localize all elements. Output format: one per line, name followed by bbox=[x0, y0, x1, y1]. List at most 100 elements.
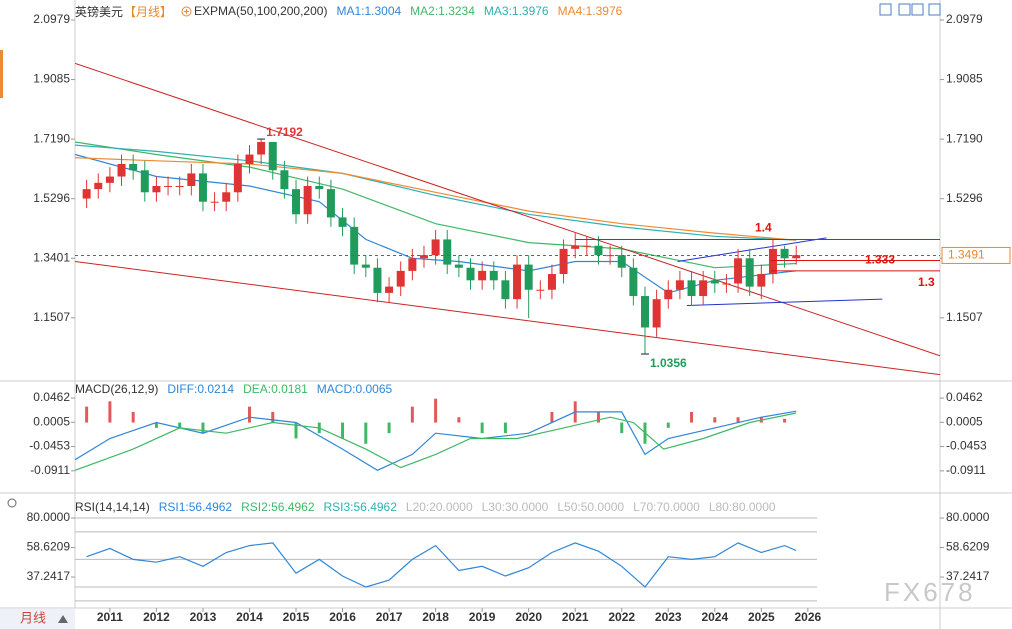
legend-entry: DIFF:0.0214 bbox=[167, 382, 235, 396]
candle-body bbox=[780, 248, 789, 259]
candle-body bbox=[361, 264, 370, 268]
series-line bbox=[75, 410, 797, 471]
candle-body bbox=[82, 189, 91, 199]
candle-body bbox=[571, 245, 580, 249]
macd-title: MACD(26,12,9) bbox=[75, 382, 159, 396]
x-tick-label: 2018 bbox=[422, 610, 449, 624]
macd-bar bbox=[410, 406, 414, 423]
candle-body bbox=[710, 280, 719, 284]
legend-entry: MA1:1.3004 bbox=[336, 4, 402, 18]
x-tick-label: 2024 bbox=[701, 610, 728, 624]
series-line bbox=[75, 141, 797, 269]
candle-body bbox=[640, 296, 649, 328]
icon-button[interactable] bbox=[898, 3, 911, 16]
period-button[interactable] bbox=[0, 609, 75, 629]
y-tick-label: -0.0911 bbox=[30, 463, 70, 477]
candle-body bbox=[268, 141, 277, 171]
x-tick-label: 2016 bbox=[329, 610, 356, 624]
macd-bar bbox=[666, 422, 670, 428]
y-tick-label: 37.2417 bbox=[27, 569, 71, 583]
y-tick-label-right: 0.0462 bbox=[946, 390, 983, 404]
macd-bar bbox=[364, 422, 368, 444]
icon-button[interactable] bbox=[911, 3, 924, 16]
candle-body bbox=[524, 264, 533, 290]
legend-entry: RSI1:56.4962 bbox=[158, 500, 233, 514]
macd-bar bbox=[294, 422, 298, 439]
series-line bbox=[75, 412, 797, 471]
y-tick-label: 80.0000 bbox=[27, 510, 71, 524]
candle-body bbox=[501, 280, 510, 300]
y-tick-label: 58.6209 bbox=[27, 540, 71, 554]
y-tick-label-right: 1.5296 bbox=[946, 191, 983, 205]
add-icon[interactable] bbox=[181, 6, 192, 17]
candle-body bbox=[175, 185, 184, 187]
y-tick-label-right: 80.0000 bbox=[946, 510, 990, 524]
candle-body bbox=[745, 258, 754, 287]
trend-line bbox=[677, 237, 827, 262]
candle-body bbox=[350, 226, 359, 265]
price-tag-label: 1.3491 bbox=[948, 248, 985, 262]
candle-body bbox=[222, 192, 231, 202]
rsi-title: RSI(14,14,14) bbox=[75, 500, 150, 514]
y-tick-label: 1.5296 bbox=[33, 191, 70, 205]
candle-body bbox=[210, 201, 219, 203]
candle-body bbox=[431, 239, 440, 256]
period-button-arrow[interactable] bbox=[58, 615, 68, 623]
trend-line bbox=[75, 260, 940, 376]
level-label: 1.333 bbox=[865, 253, 895, 267]
y-tick-label-right: 58.6209 bbox=[946, 540, 990, 554]
candle-body bbox=[326, 189, 335, 218]
series-line bbox=[75, 144, 797, 241]
x-tick-label: 2017 bbox=[376, 610, 403, 624]
candle-body bbox=[559, 248, 568, 275]
x-tick-label: 2023 bbox=[655, 610, 682, 624]
legend-entry: RSI2:56.4962 bbox=[241, 500, 315, 514]
x-tick-label: 2026 bbox=[795, 610, 822, 624]
candle-body bbox=[245, 154, 254, 164]
macd-bar bbox=[596, 411, 600, 423]
icon-button[interactable] bbox=[879, 3, 892, 16]
candle-body bbox=[536, 289, 545, 291]
level-legend: L70:70.0000 bbox=[633, 500, 700, 514]
macd-bar bbox=[434, 398, 438, 423]
candle-body bbox=[257, 141, 266, 155]
candle-body bbox=[582, 245, 591, 247]
macd-bar bbox=[201, 422, 205, 434]
candle-body bbox=[722, 283, 731, 285]
x-tick-label: 2013 bbox=[190, 610, 217, 624]
macd-bar bbox=[783, 418, 787, 423]
period-button-label[interactable]: 月线 bbox=[20, 610, 46, 625]
icon-button[interactable] bbox=[928, 3, 941, 16]
candle-body bbox=[396, 270, 405, 287]
x-tick-label: 2014 bbox=[236, 610, 263, 624]
macd-bar bbox=[271, 411, 275, 423]
candle-body bbox=[675, 280, 684, 290]
y-tick-label: 0.0462 bbox=[33, 390, 70, 404]
macd-bar bbox=[480, 422, 484, 434]
candle-body bbox=[489, 270, 498, 281]
x-tick-label: 2019 bbox=[469, 610, 496, 624]
plot-area: 1.4 1.333 1.3 1.7192 1.0356 bbox=[75, 62, 940, 376]
macd-header: MACD(26,12,9) DIFF:0.0214 DEA:0.0181 MACD:… bbox=[75, 381, 392, 397]
toolbar-icons bbox=[879, 3, 941, 16]
settings-icon[interactable] bbox=[7, 498, 17, 508]
candle-body bbox=[734, 258, 743, 284]
candle-body bbox=[664, 289, 673, 300]
y-tick-label-right: 1.9085 bbox=[946, 72, 983, 86]
candle-body bbox=[768, 248, 777, 275]
level-legend: L20:20.0000 bbox=[405, 500, 473, 514]
y-tick-label: 1.1507 bbox=[33, 310, 70, 324]
candle-body bbox=[338, 217, 347, 227]
macd-bar bbox=[620, 422, 624, 434]
series-line bbox=[75, 157, 797, 241]
y-tick-label: 0.0005 bbox=[33, 414, 70, 428]
x-tick-label: 2022 bbox=[608, 610, 635, 624]
candle-body bbox=[315, 185, 324, 190]
candle-body bbox=[303, 185, 312, 215]
candle-body bbox=[687, 280, 696, 297]
candle-body bbox=[408, 258, 417, 271]
y-tick-label-right: -0.0911 bbox=[946, 463, 986, 477]
y-tick-label: 1.3401 bbox=[33, 250, 70, 264]
